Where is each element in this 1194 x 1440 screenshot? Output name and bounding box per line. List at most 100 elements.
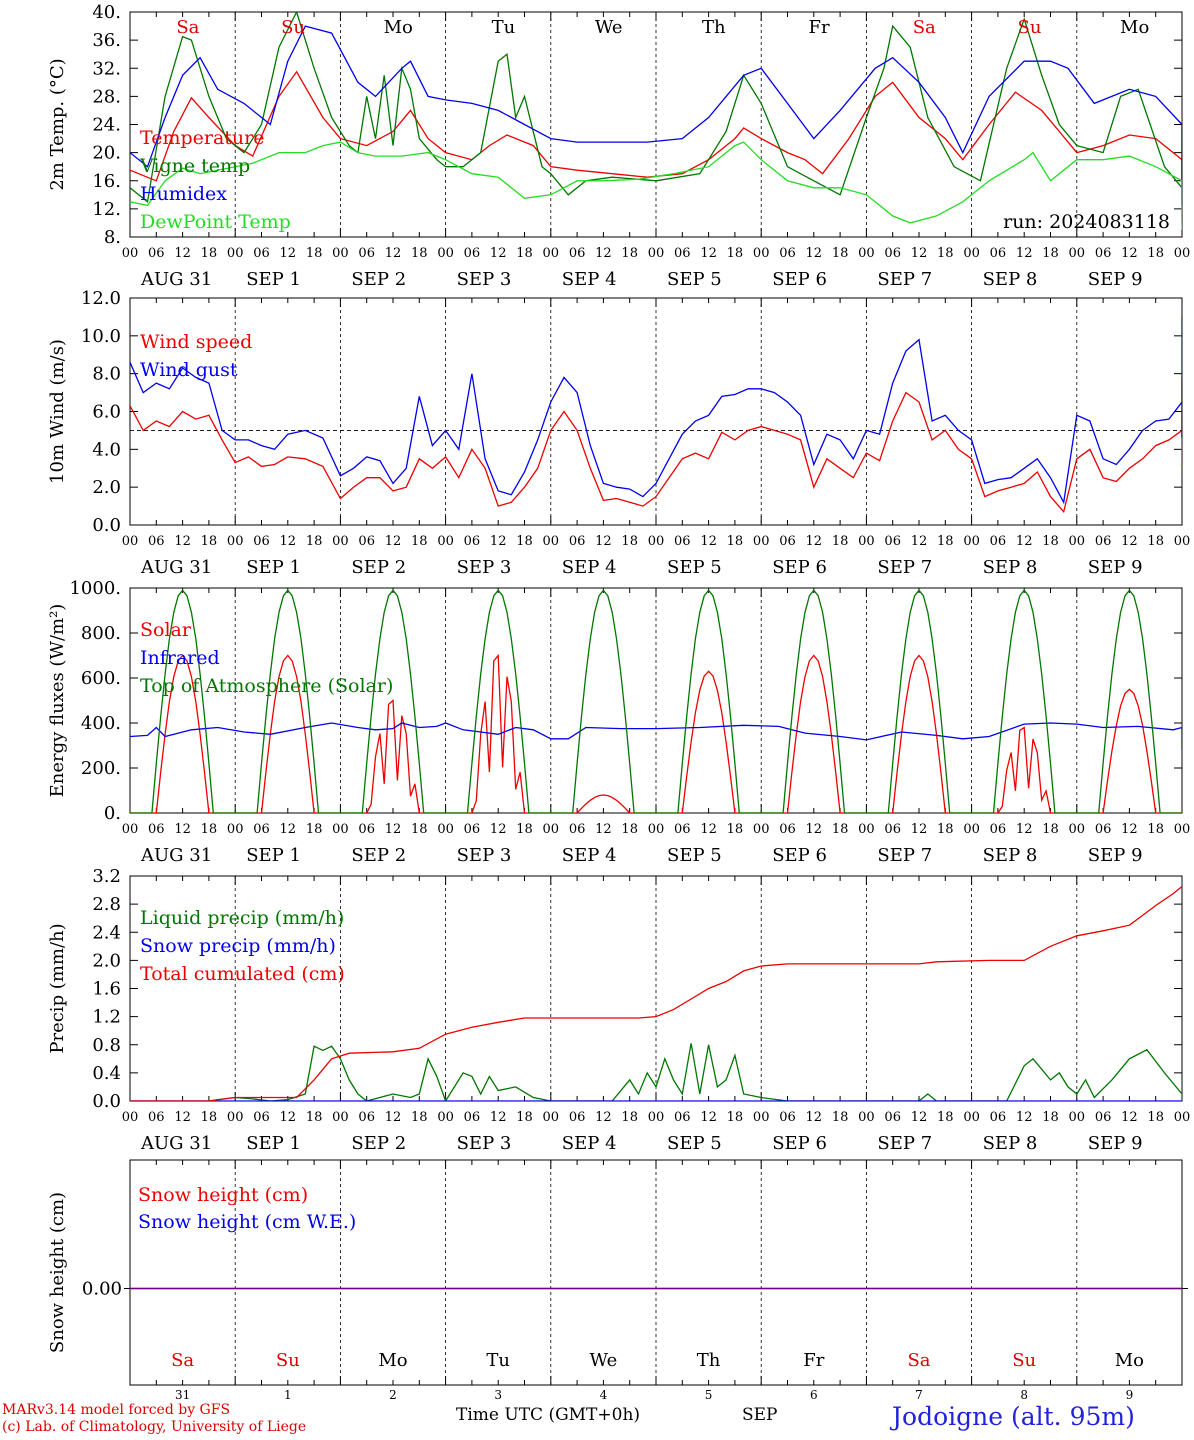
hour-label: 18 — [306, 1110, 323, 1125]
hour-label: 12 — [806, 1110, 823, 1125]
day-label: SEP 4 — [562, 845, 617, 866]
hour-label: 18 — [1042, 534, 1059, 549]
hour-label: 00 — [753, 1110, 770, 1125]
hour-label: 18 — [411, 822, 428, 837]
hour-label: 00 — [543, 534, 560, 549]
day-label: AUG 31 — [140, 1133, 212, 1154]
hour-label: 12 — [700, 534, 717, 549]
hour-label: 00 — [858, 246, 875, 261]
hour-label: 12 — [700, 822, 717, 837]
hour-label: 00 — [1069, 822, 1086, 837]
hour-label: 00 — [858, 534, 875, 549]
hour-label: 18 — [621, 822, 638, 837]
weekday-label: We — [590, 1350, 618, 1371]
y-tick-label: 0. — [104, 803, 121, 824]
legend-entry: Snow precip (mm/h) — [140, 935, 336, 957]
hour-label: 12 — [700, 1110, 717, 1125]
hour-label: 06 — [569, 246, 586, 261]
series-line-3 — [130, 879, 1182, 1101]
day-number: 8 — [1020, 1388, 1028, 1402]
hour-label: 06 — [253, 534, 270, 549]
hour-label: 00 — [437, 1110, 454, 1125]
series-line-2 — [130, 316, 1182, 505]
y-tick-label: 10.0 — [81, 326, 121, 347]
day-number: 4 — [600, 1388, 608, 1402]
day-label: SEP 9 — [1088, 845, 1143, 866]
weekday-label: Mo — [1120, 17, 1149, 38]
y-tick-label: 4.0 — [92, 439, 121, 460]
hour-label: 06 — [464, 822, 481, 837]
day-label: SEP 1 — [246, 845, 301, 866]
hour-label: 00 — [227, 822, 244, 837]
hour-label: 18 — [1042, 1110, 1059, 1125]
y-tick-label: 16. — [92, 171, 121, 192]
day-label: SEP 3 — [457, 845, 512, 866]
hour-label: 12 — [280, 1110, 297, 1125]
hour-label: 00 — [332, 1110, 349, 1125]
weekday-label: Mo — [384, 17, 413, 38]
hour-label: 00 — [1174, 1110, 1191, 1125]
hour-label: 18 — [411, 1110, 428, 1125]
hour-label: 00 — [648, 822, 665, 837]
day-label: SEP 8 — [983, 557, 1038, 578]
weekday-label: Tu — [486, 1350, 510, 1371]
hour-label: 06 — [779, 1110, 796, 1125]
footer-credits: MARv3.14 model forced by GFS (c) Lab. of… — [2, 1402, 306, 1436]
day-label: SEP 5 — [667, 557, 722, 578]
series-line-3 — [130, 589, 1182, 813]
series-line-1 — [130, 70, 1182, 206]
hour-label: 18 — [937, 246, 954, 261]
hour-label: 00 — [332, 246, 349, 261]
day-label: SEP 5 — [667, 269, 722, 290]
hour-label: 12 — [174, 1110, 191, 1125]
day-number: 9 — [1126, 1388, 1134, 1402]
hour-label: 12 — [911, 822, 928, 837]
day-label: SEP 7 — [877, 557, 932, 578]
weekday-label: Fr — [803, 1350, 824, 1371]
weekday-label: Tu — [492, 17, 516, 38]
hour-label: 18 — [201, 534, 218, 549]
weekday-label: Th — [697, 1350, 721, 1371]
day-label: SEP 3 — [457, 269, 512, 290]
day-label: SEP 6 — [772, 557, 827, 578]
hour-label: 06 — [990, 1110, 1007, 1125]
legend-entry: Solar — [140, 619, 192, 641]
hour-label: 00 — [963, 534, 980, 549]
hour-label: 12 — [280, 822, 297, 837]
hour-label: 12 — [385, 1110, 402, 1125]
hour-label: 06 — [1095, 1110, 1112, 1125]
footer-time-label: Time UTC (GMT+0h) — [456, 1405, 641, 1425]
weekday-label: Su — [1017, 17, 1041, 38]
hour-label: 18 — [937, 822, 954, 837]
legend-entry: Infrared — [140, 647, 220, 669]
y-tick-label: 24. — [92, 115, 121, 136]
hour-label: 00 — [648, 246, 665, 261]
hour-label: 00 — [1069, 246, 1086, 261]
hour-label: 06 — [1095, 246, 1112, 261]
weekday-label: Sa — [913, 17, 936, 38]
hour-label: 00 — [858, 822, 875, 837]
hour-label: 06 — [569, 1110, 586, 1125]
legend-entry: Total cumulated (cm) — [140, 963, 345, 985]
y-tick-label: 1.6 — [92, 979, 121, 1000]
hour-label: 12 — [490, 822, 507, 837]
legend-entry: Top of Atmosphere (Solar) — [140, 675, 393, 697]
hour-label: 12 — [806, 822, 823, 837]
hour-label: 18 — [201, 1110, 218, 1125]
weekday-label: Mo — [378, 1350, 407, 1371]
legend-entry: Vigne temp — [139, 155, 250, 177]
hour-label: 00 — [437, 822, 454, 837]
hour-label: 18 — [201, 246, 218, 261]
hour-label: 00 — [753, 822, 770, 837]
hour-label: 06 — [779, 534, 796, 549]
hour-label: 00 — [437, 534, 454, 549]
y-tick-label: 32. — [92, 58, 121, 79]
plot-area — [130, 879, 1182, 1101]
hour-label: 06 — [779, 822, 796, 837]
hour-label: 12 — [1016, 822, 1033, 837]
day-label: SEP 4 — [562, 557, 617, 578]
hour-label: 06 — [884, 534, 901, 549]
hour-label: 06 — [148, 1110, 165, 1125]
hour-label: 18 — [1042, 246, 1059, 261]
plot-area — [130, 316, 1182, 514]
